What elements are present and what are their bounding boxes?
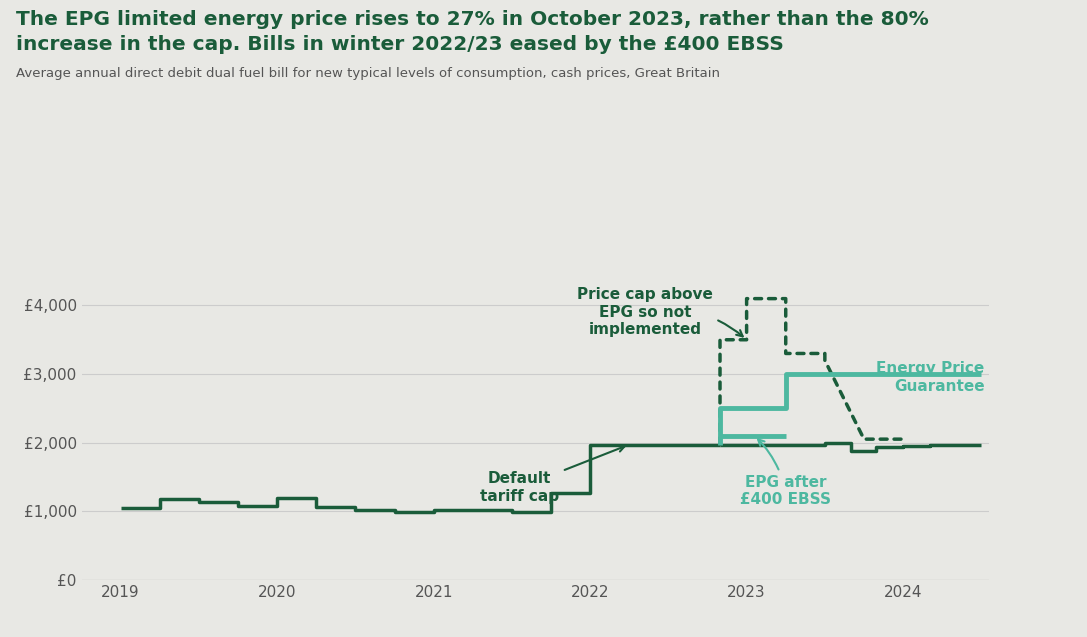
- Text: Energy Price
Guarantee: Energy Price Guarantee: [876, 361, 985, 394]
- Text: increase in the cap. Bills in winter 2022/23 eased by the £400 EBSS: increase in the cap. Bills in winter 202…: [16, 35, 784, 54]
- Text: Average annual direct debit dual fuel bill for new typical levels of consumption: Average annual direct debit dual fuel bi…: [16, 67, 721, 80]
- Text: Price cap above
EPG so not
implemented: Price cap above EPG so not implemented: [577, 287, 742, 337]
- Text: Default
tariff cap: Default tariff cap: [480, 446, 625, 504]
- Text: The EPG limited energy price rises to 27% in October 2023, rather than the 80%: The EPG limited energy price rises to 27…: [16, 10, 929, 29]
- Text: EPG after
£400 EBSS: EPG after £400 EBSS: [740, 440, 832, 507]
